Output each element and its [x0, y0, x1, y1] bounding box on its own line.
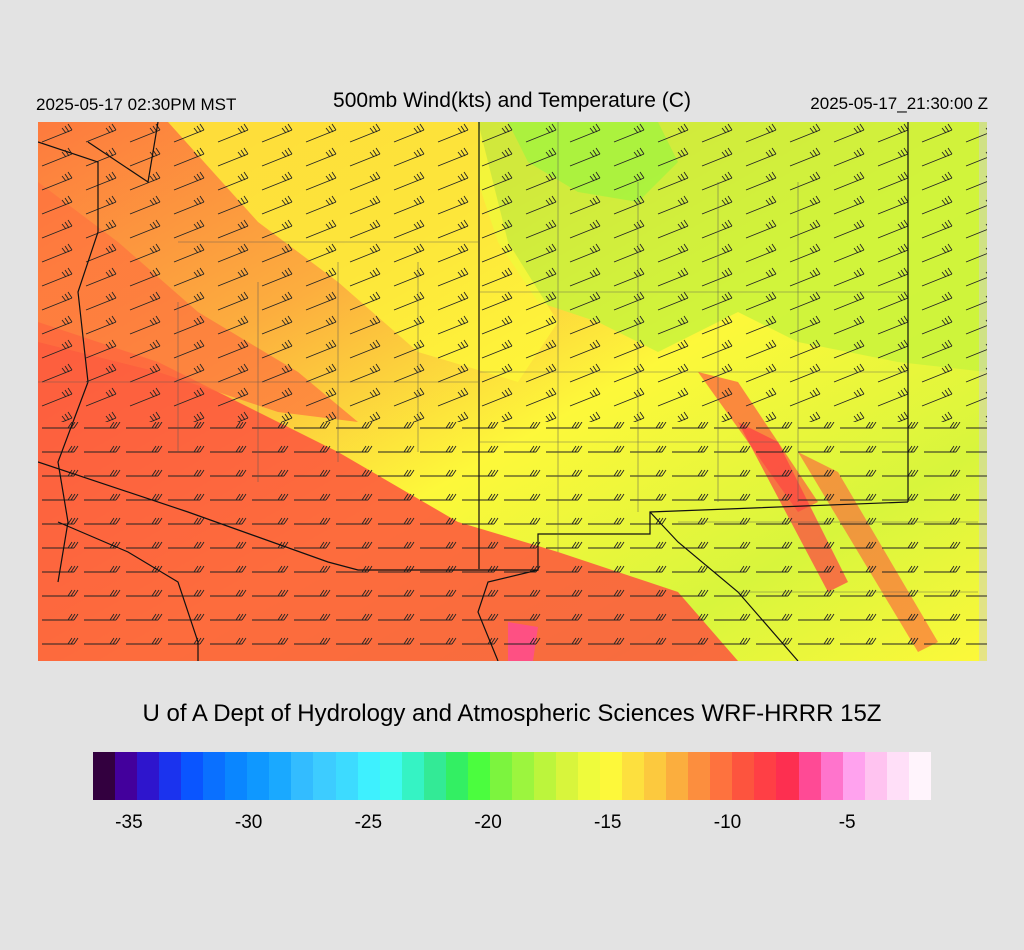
colorbar-tick-label: -35: [115, 812, 143, 833]
colorbar-swatch: [798, 752, 821, 800]
colorbar-swatch: [137, 752, 160, 800]
colorbar-swatch: [379, 752, 402, 800]
colorbar-swatch: [203, 752, 226, 800]
colorbar-labels: -35 -30 -25 -20 -15 -10 -5: [93, 812, 931, 836]
colorbar-swatch: [467, 752, 490, 800]
valid-time-local: 2025-05-17 02:30PM MST: [36, 95, 237, 114]
colorbar-swatch: [578, 752, 601, 800]
temperature-wind-map: [38, 122, 987, 661]
map-title: 500mb Wind(kts) and Temperature (C): [333, 89, 691, 112]
colorbar-swatch: [423, 752, 446, 800]
colorbar-swatch: [511, 752, 534, 800]
colorbar-swatch: [335, 752, 358, 800]
colorbar-swatch: [776, 752, 799, 800]
colorbar-swatch: [732, 752, 755, 800]
colorbar-swatch: [93, 752, 116, 800]
colorbar-swatch: [820, 752, 843, 800]
colorbar-tick-label: -5: [838, 812, 856, 833]
colorbar-swatch: [688, 752, 711, 800]
colorbar-swatch: [710, 752, 733, 800]
colorbar-swatch: [357, 752, 380, 800]
colorbar-swatch: [533, 752, 556, 800]
colorbar-swatch: [489, 752, 512, 800]
colorbar-tick-label: -30: [234, 812, 263, 833]
colorbar-swatch: [886, 752, 909, 800]
colorbar-swatch: [842, 752, 865, 800]
colorbar-swatch: [600, 752, 623, 800]
colorbar-tick-label: -25: [354, 812, 383, 833]
colorbar-swatch: [401, 752, 424, 800]
county-borders: [38, 122, 978, 593]
colorbar-swatch: [908, 752, 931, 800]
colorbar-swatch: [644, 752, 667, 800]
colorbar-tick-label: -20: [474, 812, 502, 833]
colorbar-swatch: [754, 752, 777, 800]
valid-time-utc: 2025-05-17_21:30:00 Z: [810, 94, 988, 113]
colorbar-swatch: [445, 752, 468, 800]
wind-barbs-south: [38, 422, 987, 661]
colorbar-swatch: [555, 752, 579, 800]
colorbar-swatch: [313, 752, 336, 800]
state-borders: [38, 122, 909, 661]
colorbar-swatch: [225, 752, 248, 800]
colorbar-swatch: [291, 752, 314, 800]
colorbar-tick-label: -15: [594, 812, 622, 833]
colorbar-swatch: [864, 752, 887, 800]
colorbar-tick-label: -10: [713, 812, 742, 833]
colorbar-swatch: [159, 752, 182, 800]
colorbar-swatch: [666, 752, 689, 800]
wind-barbs-north: [38, 122, 987, 422]
temperature-colorbar: [93, 752, 931, 800]
model-credit: U of A Dept of Hydrology and Atmospheric…: [142, 700, 882, 727]
colorbar-swatch: [269, 752, 292, 800]
colorbar-swatch: [115, 752, 138, 800]
colorbar-swatch: [622, 752, 645, 800]
colorbar-swatch: [247, 752, 270, 800]
colorbar-swatch: [181, 752, 204, 800]
